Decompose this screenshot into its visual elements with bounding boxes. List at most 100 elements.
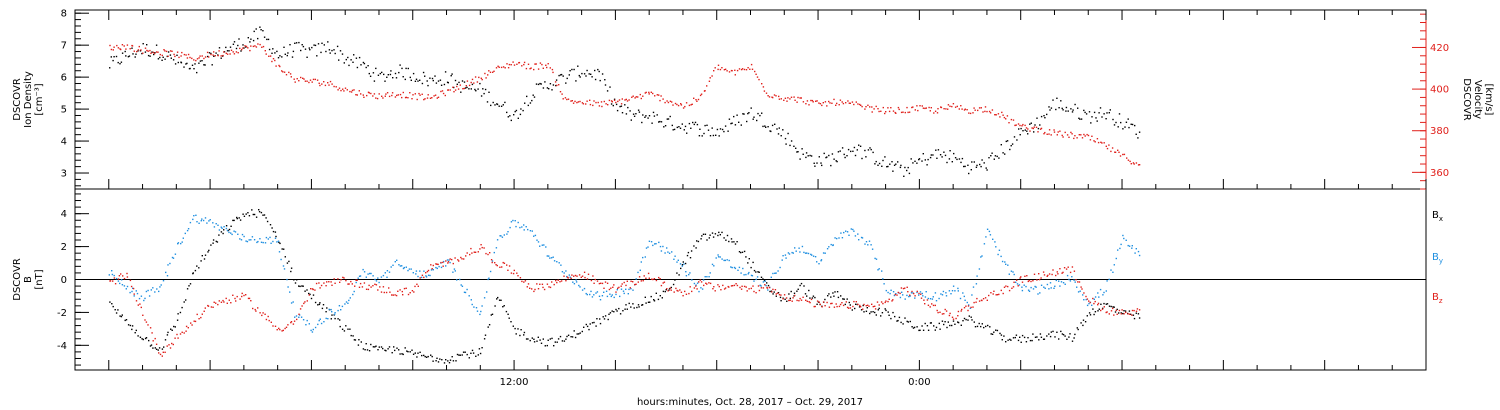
density-point <box>362 61 365 64</box>
velocity-point <box>607 104 609 106</box>
bx-point <box>302 285 304 287</box>
velocity-point <box>749 68 751 70</box>
velocity-point <box>444 94 446 97</box>
by-point <box>1005 263 1007 265</box>
by-point <box>556 261 558 263</box>
top-left-label-line: [cm⁻³] <box>34 83 45 115</box>
bz-point <box>916 290 918 293</box>
density-point <box>424 75 426 77</box>
bz-point <box>129 279 132 282</box>
velocity-point <box>441 90 444 92</box>
bz-point <box>483 247 485 249</box>
bz-point <box>679 289 681 291</box>
bz-point <box>215 302 217 304</box>
velocity-point <box>845 102 847 104</box>
velocity-point <box>533 68 535 71</box>
density-point <box>1074 103 1076 106</box>
bz-point <box>1083 292 1085 294</box>
velocity-point <box>682 107 685 109</box>
by-point <box>942 290 945 293</box>
velocity-point <box>700 93 703 95</box>
by-point <box>237 233 239 235</box>
velocity-point <box>382 97 384 99</box>
density-point <box>921 160 923 162</box>
bz-point <box>652 278 654 281</box>
by-point <box>305 324 307 326</box>
by-point <box>539 245 541 247</box>
bz-point <box>995 294 997 296</box>
bx-point <box>745 256 747 258</box>
velocity-point <box>367 91 370 93</box>
bx-point <box>860 309 863 311</box>
density-point <box>295 42 298 44</box>
density-point <box>597 68 599 71</box>
velocity-point <box>713 70 715 72</box>
by-point <box>1037 293 1039 295</box>
density-point <box>167 51 170 53</box>
by-point <box>679 263 682 265</box>
by-point <box>501 236 504 238</box>
density-point <box>1088 111 1091 113</box>
bz-point <box>235 300 237 302</box>
bz-point <box>573 275 575 277</box>
bx-point <box>747 262 749 264</box>
bz-point <box>1032 280 1034 282</box>
density-point <box>125 55 127 57</box>
density-point <box>112 59 114 62</box>
velocity-point <box>535 63 537 65</box>
bz-point <box>553 283 555 286</box>
velocity-point <box>1117 149 1119 151</box>
bx-point <box>609 312 612 314</box>
density-point <box>509 115 511 117</box>
bz-point <box>799 297 801 300</box>
density-point <box>1049 109 1051 111</box>
velocity-point <box>853 103 855 106</box>
velocity-point <box>969 112 972 115</box>
by-point <box>386 270 389 272</box>
by-point <box>300 316 303 318</box>
bx-point <box>425 356 428 358</box>
by-point <box>726 259 728 261</box>
density-point <box>875 160 877 163</box>
density-point <box>568 74 570 76</box>
by-point <box>1077 291 1080 293</box>
density-point <box>210 52 212 55</box>
by-point <box>840 232 842 234</box>
velocity-point <box>620 103 623 105</box>
bx-point <box>481 347 483 349</box>
density-point <box>782 129 784 131</box>
by-point <box>706 276 708 278</box>
velocity-point <box>242 47 244 49</box>
bx-point <box>198 267 200 269</box>
bx-point <box>971 319 973 321</box>
bx-point <box>218 234 220 236</box>
bx-point <box>885 309 887 312</box>
bz-point <box>806 300 808 302</box>
bz-point <box>112 280 114 282</box>
density-point <box>333 49 335 51</box>
bx-point <box>686 254 689 257</box>
by-point <box>276 241 278 243</box>
velocity-point <box>1110 150 1112 153</box>
by-point <box>184 232 186 235</box>
bx-point <box>748 258 750 260</box>
velocity-point <box>497 65 499 67</box>
by-point <box>1079 290 1081 292</box>
by-point <box>1091 304 1093 306</box>
velocity-point <box>244 45 246 47</box>
by-point <box>388 271 391 273</box>
by-point <box>546 255 548 257</box>
bz-point <box>675 287 677 290</box>
bx-point <box>719 234 721 236</box>
bz-point <box>1065 268 1068 270</box>
bx-point <box>1105 303 1107 305</box>
by-point <box>775 272 777 274</box>
velocity-point <box>396 94 398 97</box>
by-point <box>239 238 241 240</box>
bx-point <box>697 240 700 243</box>
velocity-point <box>951 105 953 108</box>
bz-point <box>988 294 990 297</box>
bz-point <box>308 294 310 296</box>
by-point <box>908 295 910 298</box>
density-point <box>311 46 313 49</box>
